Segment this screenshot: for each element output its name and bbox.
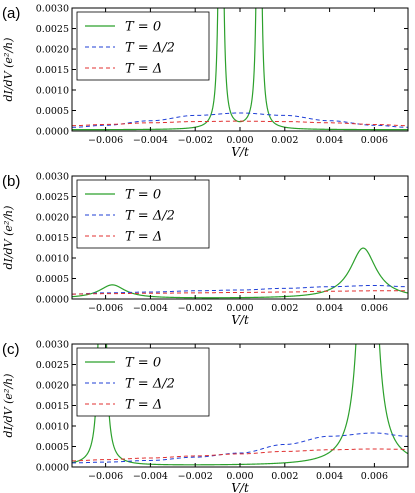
y-tick-label: 0.0030 (36, 172, 69, 183)
panel-label: (b) (2, 173, 20, 190)
series-line (72, 284, 408, 295)
y-tick-label: 0.0020 (36, 213, 69, 224)
x-tick-label: −0.004 (133, 303, 168, 314)
panel-label: (a) (2, 5, 20, 22)
y-tick-label: 0.0010 (36, 86, 69, 97)
series-line (72, 290, 408, 295)
x-tick-label: 0.002 (271, 471, 298, 482)
y-tick-label: 0.0020 (36, 45, 69, 56)
chart-panel-1: (a) −0.006 −0.004 −0.002 0.000 0.002 0.004 0.00… (2, 4, 409, 159)
x-tick-label: −0.002 (178, 471, 213, 482)
x-tick-label: 0.002 (271, 303, 298, 314)
y-tick-label: 0.0015 (36, 65, 69, 76)
y-tick-label: 0.0000 (36, 295, 69, 306)
y-tick-label: 0.0015 (36, 401, 69, 412)
x-axis-label: V/t (231, 313, 249, 327)
x-tick-label: −0.002 (178, 303, 213, 314)
y-tick-label: 0.0010 (36, 422, 69, 433)
y-axis-label: dI/dV (e²/h) (2, 206, 15, 270)
x-tick-label: −0.004 (133, 135, 168, 146)
y-tick-label: 0.0000 (36, 127, 69, 138)
x-tick-label: −0.002 (178, 135, 213, 146)
y-tick-label: 0.0030 (36, 340, 69, 351)
y-axis-label: dI/dV (e²/h) (2, 374, 15, 438)
panel-label: (c) (2, 341, 20, 358)
legend-label: T = Δ/2 (125, 377, 175, 392)
legend-box (76, 179, 210, 249)
x-tick-label: 0.000 (226, 471, 253, 482)
legend: T = 0 T = Δ/2 T = Δ (76, 347, 210, 417)
series-line (72, 120, 408, 127)
legend: T = 0 T = Δ/2 T = Δ (76, 179, 210, 249)
series-line (72, 112, 408, 128)
y-tick-label: 0.0005 (36, 274, 69, 285)
series-line (72, 432, 408, 464)
legend-box (76, 347, 210, 417)
y-tick-label: 0.0005 (36, 106, 69, 117)
legend-label: T = Δ (125, 398, 162, 413)
x-tick-label: 0.000 (226, 303, 253, 314)
y-tick-label: 0.0005 (36, 442, 69, 453)
chart-panel-3: (c) −0.006 −0.004 −0.002 0.000 0.002 0.004 0.00… (2, 340, 409, 493)
chart-panel-2: (b) −0.006 −0.004 −0.002 0.000 0.002 0.004 0.00… (2, 172, 409, 327)
x-tick-label: −0.006 (88, 303, 123, 314)
y-tick-label: 0.0015 (36, 233, 69, 244)
y-tick-label: 0.0030 (36, 4, 69, 15)
x-axis-label: V/t (231, 481, 249, 493)
y-axis-label: dI/dV (e²/h) (2, 38, 15, 102)
y-tick-label: 0.0020 (36, 381, 69, 392)
y-tick-label: 0.0025 (36, 24, 69, 35)
legend-label: T = Δ (125, 230, 162, 245)
x-tick-label: 0.004 (316, 303, 343, 314)
x-tick-label: 0.006 (361, 303, 388, 314)
legend-box (76, 11, 210, 81)
legend-label: T = Δ/2 (125, 41, 175, 56)
x-tick-label: 0.004 (316, 135, 343, 146)
x-tick-label: 0.004 (316, 471, 343, 482)
x-tick-label: 0.006 (361, 135, 388, 146)
series-line (72, 448, 408, 462)
x-tick-label: 0.000 (226, 135, 253, 146)
legend: T = 0 T = Δ/2 T = Δ (76, 11, 210, 81)
x-tick-label: 0.002 (271, 135, 298, 146)
x-axis-label: V/t (231, 145, 249, 159)
legend-label: T = 0 (125, 188, 161, 203)
legend-label: T = Δ (125, 62, 162, 77)
y-tick-label: 0.0000 (36, 463, 69, 474)
y-tick-label: 0.0010 (36, 254, 69, 265)
x-tick-label: −0.006 (88, 471, 123, 482)
y-tick-label: 0.0025 (36, 360, 69, 371)
x-tick-label: −0.006 (88, 135, 123, 146)
legend-label: T = Δ/2 (125, 209, 175, 224)
legend-label: T = 0 (125, 356, 161, 371)
x-tick-label: −0.004 (133, 471, 168, 482)
x-tick-label: 0.006 (361, 471, 388, 482)
legend-label: T = 0 (125, 20, 161, 35)
y-tick-label: 0.0025 (36, 192, 69, 203)
